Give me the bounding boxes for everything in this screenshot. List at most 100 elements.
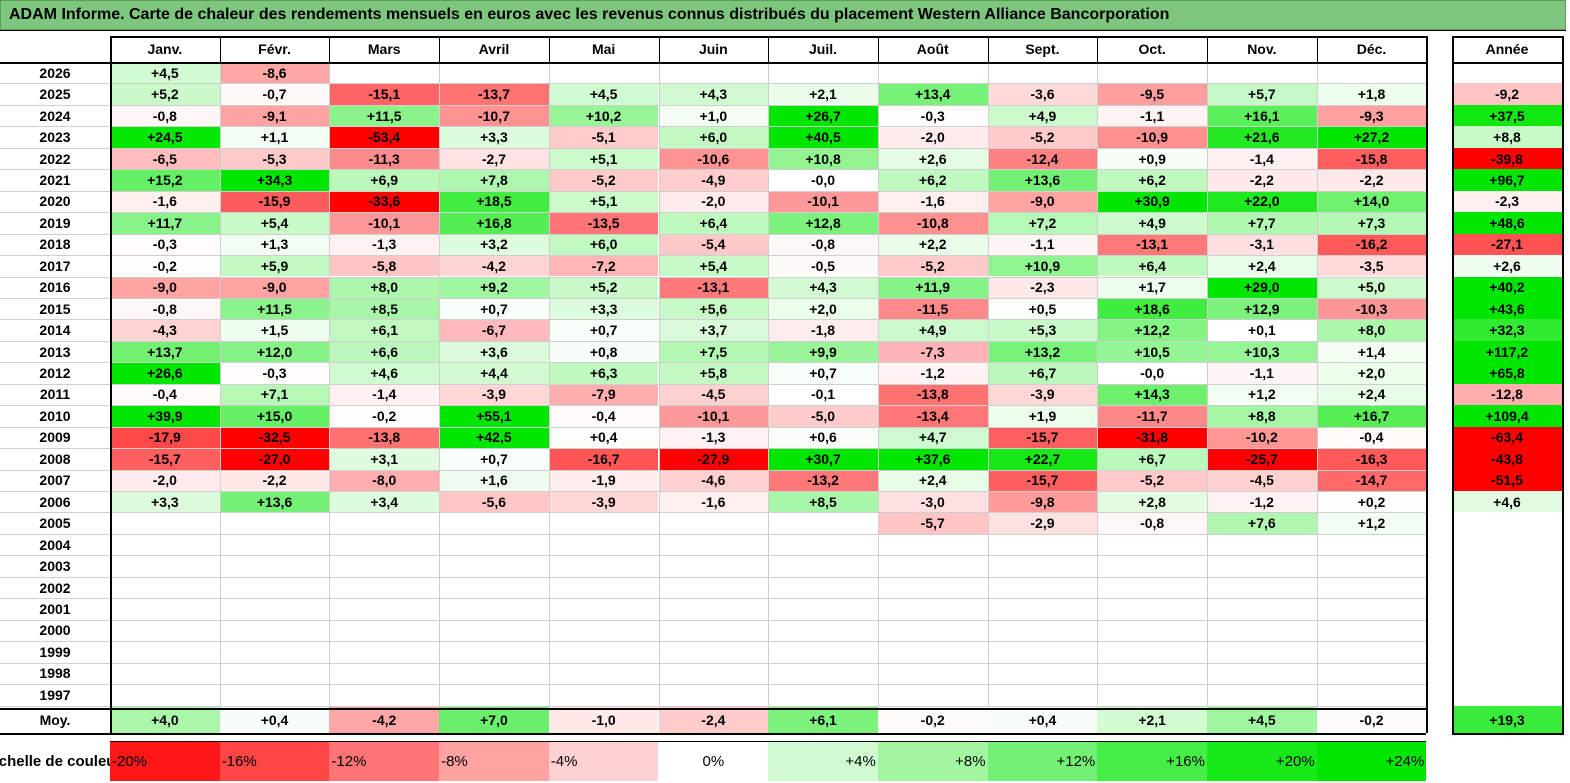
grid-line (110, 705, 1427, 707)
heatmap-cell: -4,3 (110, 319, 220, 341)
heatmap-cell: +55,1 (439, 405, 549, 427)
heatmap-cell: +2,6 (877, 147, 988, 170)
heatmap-cell: -10,7 (439, 104, 549, 127)
heatmap-cell: +3,1 (329, 448, 440, 470)
grid-line (0, 212, 110, 214)
heatmap-cell (877, 533, 988, 556)
grid-line (0, 169, 110, 171)
grid-line (0, 448, 110, 450)
heatmap-cell (768, 576, 878, 599)
heatmap-cell: +2,0 (1316, 362, 1427, 384)
row-year-label: 2004 (0, 533, 110, 556)
heatmap-cell: -13,5 (548, 212, 659, 234)
heatmap-cell (987, 576, 1098, 599)
heatmap-cell (110, 619, 220, 642)
scale-step: +4% (768, 741, 878, 781)
heatmap-cell: -6,7 (439, 319, 549, 341)
heatmap-cell: +12,8 (768, 212, 878, 234)
scale-step: -4% (548, 741, 659, 781)
heatmap-cell: -5,2 (548, 169, 659, 191)
heatmap-cell: -2,2 (219, 469, 330, 491)
row-year-label: 2017 (0, 255, 110, 277)
border-line (1097, 36, 1099, 62)
grid-line (0, 190, 110, 192)
heatmap-cell (110, 641, 220, 663)
heatmap-cell: -5,7 (877, 512, 988, 534)
month-header: Déc. (1316, 36, 1427, 62)
heatmap-cell (1316, 641, 1427, 663)
heatmap-cell: +39,9 (110, 405, 220, 427)
border-line (548, 36, 550, 62)
heatmap-cell (1207, 598, 1317, 620)
heatmap-cell: +5,6 (658, 297, 769, 320)
grid-line (0, 233, 110, 235)
heatmap-cell: +0,7 (768, 362, 878, 384)
heatmap-cell: +9,9 (768, 340, 878, 363)
heatmap-cell (877, 598, 988, 620)
grid-line (0, 276, 110, 278)
heatmap-cell (1097, 598, 1207, 620)
heatmap-cell: +1,4 (1316, 340, 1427, 363)
heatmap-cell: -0,4 (110, 383, 220, 406)
heatmap-cell: -5,3 (219, 147, 330, 170)
average-cell: +4,0 (110, 706, 220, 733)
heatmap-cell: -10,1 (768, 190, 878, 213)
heatmap-cell: +6,7 (1097, 448, 1207, 470)
heatmap-cell (439, 641, 549, 663)
heatmap-cell (329, 598, 440, 620)
heatmap-cell: +12,9 (1207, 297, 1317, 320)
heatmap-cell: +2,0 (768, 297, 878, 320)
heatmap-cell: +4,6 (329, 362, 440, 384)
heatmap-cell: -15,7 (987, 469, 1098, 491)
scale-step: +16% (1097, 741, 1207, 781)
heatmap-cell (658, 576, 769, 599)
border-line (219, 36, 221, 62)
border-line (1452, 36, 1454, 735)
heatmap-cell: +14,0 (1316, 190, 1427, 213)
grid-line (0, 104, 110, 106)
heatmap-cell (768, 619, 878, 642)
annual-cell: -39,8 (1452, 147, 1562, 170)
heatmap-cell: -11,5 (877, 297, 988, 320)
heatmap-cell (219, 512, 330, 534)
heatmap-cell: +0,8 (548, 340, 659, 363)
annual-cell: -43,8 (1452, 448, 1562, 470)
border-line (0, 30, 1566, 31)
heatmap-cell (768, 684, 878, 706)
heatmap-cell: +4,5 (548, 83, 659, 105)
heatmap-cell: +27,2 (1316, 126, 1427, 148)
month-header: Sept. (987, 36, 1098, 62)
grid-line (0, 684, 110, 686)
row-year-label: 2010 (0, 405, 110, 427)
heatmap-cell (877, 619, 988, 642)
heatmap-cell: -10,9 (1097, 126, 1207, 148)
heatmap-cell (1316, 62, 1427, 84)
scale-step: +20% (1207, 741, 1317, 781)
heatmap-cell (219, 619, 330, 642)
heatmap-cell: -15,8 (1316, 147, 1427, 170)
heatmap-cell: +4,3 (768, 276, 878, 298)
heatmap-cell: -1,3 (329, 233, 440, 256)
grid-line (0, 362, 110, 364)
heatmap-cell: -27,0 (219, 448, 330, 470)
annual-cell: +48,6 (1452, 212, 1562, 234)
heatmap-cell (987, 684, 1098, 706)
heatmap-cell: +6,6 (329, 340, 440, 363)
month-header: Août (877, 36, 988, 62)
average-cell: -0,2 (1316, 706, 1427, 733)
row-year-label: 2014 (0, 319, 110, 341)
heatmap-cell (219, 598, 330, 620)
heatmap-cell: +10,3 (1207, 340, 1317, 363)
heatmap-cell: +1,2 (1207, 383, 1317, 406)
scale-step: +24% (1316, 741, 1427, 781)
heatmap-cell: -9,1 (219, 104, 330, 127)
grid-line (0, 619, 110, 621)
heatmap-cell (219, 684, 330, 706)
year-column-header: Année (1452, 36, 1562, 62)
heatmap-cell (329, 533, 440, 556)
heatmap-cell (987, 598, 1098, 620)
heatmap-cell (1316, 533, 1427, 556)
heatmap-cell: +2,4 (1207, 255, 1317, 277)
heatmap-cell (439, 684, 549, 706)
heatmap-cell (987, 641, 1098, 663)
